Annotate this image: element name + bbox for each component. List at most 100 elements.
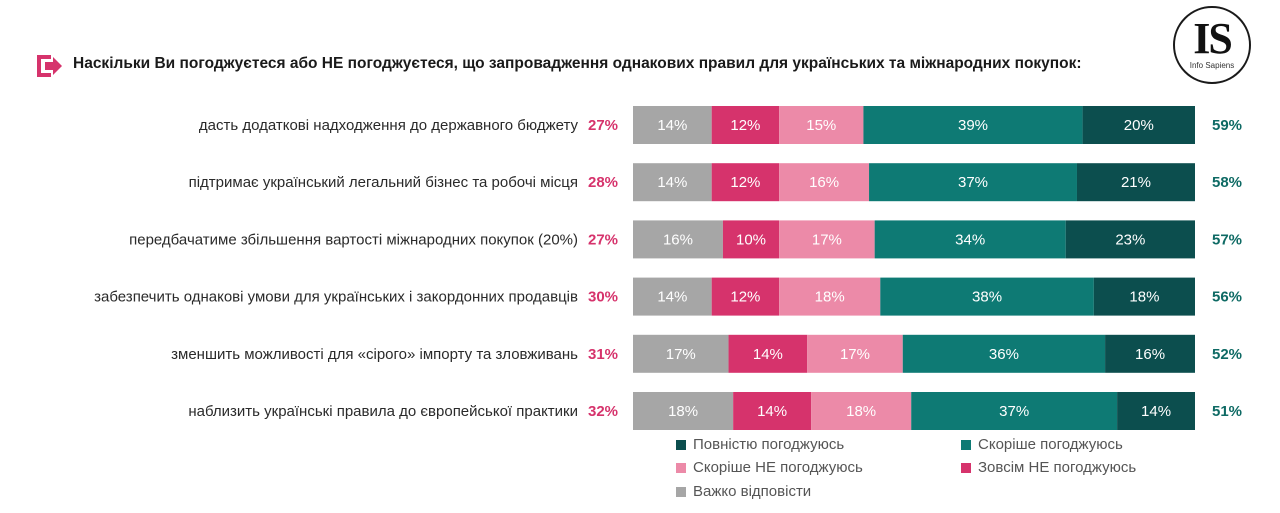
bar-segment-somewhat-agree [869, 163, 1077, 202]
bar-value-label: 12% [730, 117, 760, 134]
category-label: зменшить можливості для «сірого» імпорту… [171, 346, 578, 363]
bar-value-label: 16% [809, 174, 839, 191]
logo-subtitle: Info Sapiens [1189, 61, 1235, 70]
bar-segment-hard-to-say [633, 392, 734, 430]
bar-segment-somewhat-disagree [779, 220, 875, 259]
bar-segment-strongly-disagree [711, 277, 780, 316]
bar-segment-hard-to-say [633, 106, 712, 144]
bar-segment-somewhat-agree [902, 334, 1106, 373]
agree-total-label: 51% [1212, 403, 1242, 420]
legend-label: Скоріше НЕ погоджуюсь [693, 459, 863, 476]
bar-segment-fully-agree [1105, 334, 1195, 373]
bar-value-label: 21% [1121, 174, 1151, 191]
agree-total-label: 52% [1212, 346, 1242, 363]
agree-total-label: 58% [1212, 174, 1242, 191]
bar-value-label: 17% [666, 346, 696, 363]
legend-item-somewhat-disagree: Скоріше НЕ погоджуюсь [676, 459, 863, 476]
arrow-box-icon [37, 55, 62, 77]
category-label: передбачатиме збільшення вартості міжнар… [129, 231, 578, 248]
legend-swatch [961, 439, 971, 450]
legend-item-fully-agree: Повністю погоджуюсь [676, 436, 844, 453]
bar-segment-somewhat-agree [874, 220, 1066, 259]
bar-value-label: 14% [1141, 403, 1171, 420]
bar-segment-fully-agree [1076, 163, 1195, 202]
bar-value-label: 12% [730, 289, 760, 306]
bar-segment-somewhat-agree [911, 392, 1118, 430]
disagree-total-label: 32% [588, 403, 618, 420]
bar-segment-somewhat-disagree [779, 163, 870, 202]
bar-value-label: 18% [815, 289, 845, 306]
bar-value-label: 17% [840, 346, 870, 363]
bar-segment-strongly-disagree [711, 106, 780, 144]
legend-swatch [676, 462, 686, 473]
bar-value-label: 17% [812, 231, 842, 248]
bar-segment-hard-to-say [633, 277, 712, 316]
bar-segment-hard-to-say [633, 163, 712, 202]
legend-item-strongly-disagree: Зовсім НЕ погоджуюсь [961, 459, 1136, 476]
bar-value-label: 36% [989, 346, 1019, 363]
bar-value-label: 18% [846, 403, 876, 420]
legend-swatch [676, 486, 686, 497]
bar-segment-somewhat-disagree [811, 392, 912, 430]
bar-segment-strongly-disagree [711, 163, 780, 202]
bar-segment-fully-agree [1065, 220, 1195, 259]
logo-letters: IS [1193, 14, 1233, 63]
bar-segment-fully-agree [1093, 277, 1195, 316]
bar-value-label: 37% [999, 403, 1029, 420]
bar-value-label: 37% [958, 174, 988, 191]
disagree-total-label: 27% [588, 117, 618, 134]
chart-title: Наскільки Ви погоджуєтеся або НЕ погоджу… [73, 55, 1082, 72]
bar-value-label: 38% [972, 289, 1002, 306]
bar-segment-strongly-disagree [722, 220, 780, 259]
bar-value-label: 15% [806, 117, 836, 134]
bar-value-label: 14% [753, 346, 783, 363]
disagree-total-label: 27% [588, 231, 618, 248]
logo-circle [1173, 6, 1251, 84]
bar-value-label: 16% [1135, 346, 1165, 363]
info-sapiens-logo: IS Info Sapiens [1170, 4, 1260, 84]
bar-value-label: 14% [657, 289, 687, 306]
agree-total-label: 57% [1212, 231, 1242, 248]
agree-total-label: 56% [1212, 289, 1242, 306]
bar-value-label: 14% [757, 403, 787, 420]
legend-item-somewhat-agree: Скоріше погоджуюсь [961, 436, 1123, 453]
legend-label: Важко відповісти [693, 483, 812, 500]
bar-segment-hard-to-say [633, 334, 729, 373]
legend-item-hard-to-say: Важко відповісти [676, 483, 811, 500]
bar-segment-somewhat-disagree [779, 277, 881, 316]
bar-value-label: 14% [657, 117, 687, 134]
bar-value-label: 14% [657, 174, 687, 191]
bar-segment-somewhat-disagree [807, 334, 903, 373]
bar-value-label: 23% [1115, 231, 1145, 248]
bar-value-label: 18% [668, 403, 698, 420]
bar-value-label: 34% [955, 231, 985, 248]
legend-swatch [961, 462, 971, 473]
legend-label: Зовсім НЕ погоджуюсь [978, 459, 1137, 476]
bar-value-label: 18% [1129, 289, 1159, 306]
category-label: дасть додаткові надходження до державног… [199, 117, 579, 134]
bar-segment-hard-to-say [633, 220, 723, 259]
disagree-total-label: 31% [588, 346, 618, 363]
bar-value-label: 10% [736, 231, 766, 248]
legend-label: Повністю погоджуюсь [693, 436, 845, 453]
chart-legend: Повністю погоджуюсь Скоріше погоджуюсь Ско… [676, 436, 1196, 508]
disagree-total-label: 28% [588, 174, 618, 191]
bar-segment-somewhat-disagree [779, 106, 864, 144]
category-label: забезпечить однакові умови для українськ… [94, 289, 578, 306]
bar-value-label: 12% [730, 174, 760, 191]
bar-value-label: 39% [958, 117, 988, 134]
bar-segment-somewhat-agree [863, 106, 1083, 144]
bar-segment-somewhat-agree [880, 277, 1094, 316]
disagree-total-label: 30% [588, 289, 618, 306]
bar-segment-fully-agree [1082, 106, 1195, 144]
agree-total-label: 59% [1212, 117, 1242, 134]
bar-segment-strongly-disagree [733, 392, 812, 430]
legend-label: Скоріше погоджуюсь [978, 436, 1123, 453]
category-label: наблизить українські правила до європейс… [188, 403, 578, 420]
category-label: підтримає український легальний бізнес т… [189, 174, 578, 191]
bar-segment-strongly-disagree [728, 334, 808, 373]
bar-segment-fully-agree [1117, 392, 1195, 430]
bar-value-label: 20% [1124, 117, 1154, 134]
legend-swatch [676, 439, 686, 450]
